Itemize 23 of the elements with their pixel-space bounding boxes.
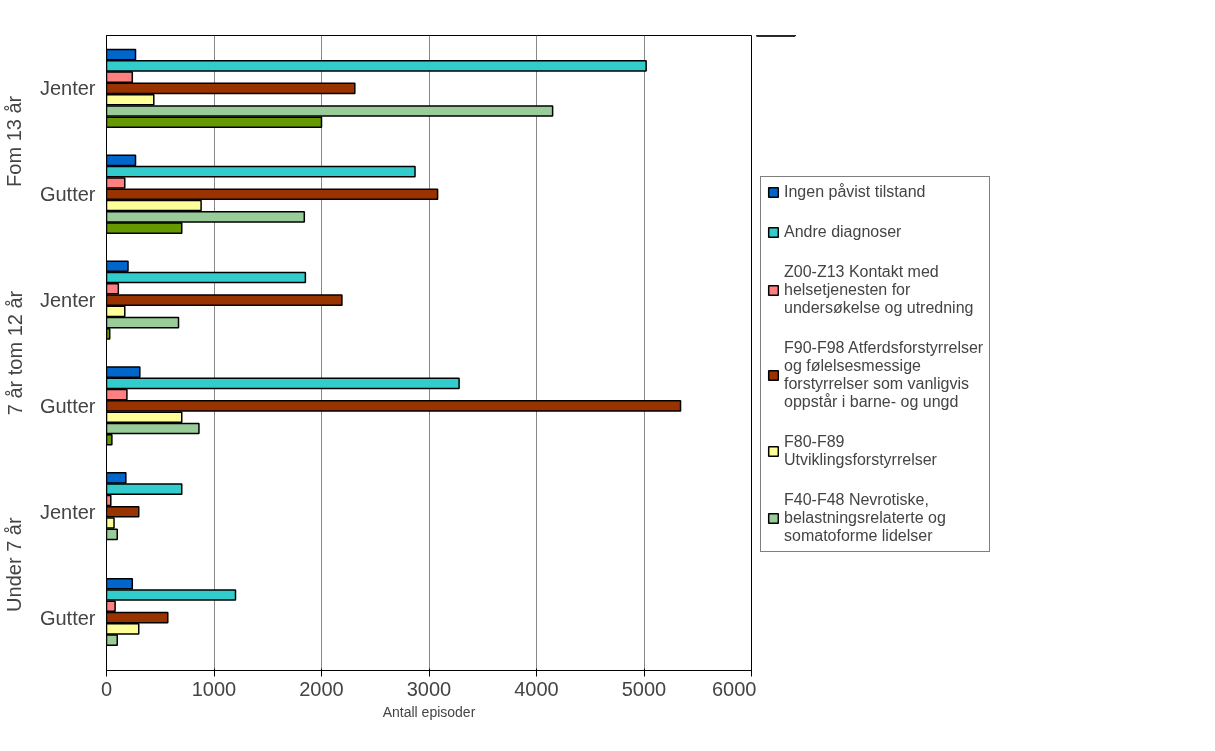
text: Under 7 år xyxy=(3,517,26,612)
x-tick-label: 4000 xyxy=(514,677,559,700)
legend-label: F90-F98 Atferdsforstyrrelser og følelsesmessige forstyrrelser som vanligvis oppstår i barne- og ungd xyxy=(784,339,984,411)
x-tick-label: 1000 xyxy=(191,677,237,700)
legend-label: F80-F89 Utviklingsforstyrrelser xyxy=(784,433,937,469)
x-tick-label: 2000 xyxy=(299,677,344,700)
x-tick-label: 0 xyxy=(100,677,113,700)
x-tick-label: 6000 xyxy=(712,677,757,700)
x-axis-title: Antall episoder xyxy=(382,703,476,720)
y-tick-label: Jenter xyxy=(39,500,96,523)
text: 7 år tom 12 år xyxy=(3,290,26,416)
legend-label: Ingen påvist tilstand xyxy=(784,183,926,201)
legend-label: Z00-Z13 Kontakt med helsetjenesten for undersøkelse og utredning xyxy=(784,263,974,317)
y-tick-label: Gutter xyxy=(39,183,96,206)
legend-label: F40-F48 Nevrotiske, belastningsrelaterte og somatoforme lidelser xyxy=(784,491,946,545)
text: Fom 13 år xyxy=(3,95,26,187)
y-tick-label: Jenter xyxy=(39,289,96,312)
y-tick-label: Gutter xyxy=(39,606,96,629)
legend-label: Andre diagnoser xyxy=(784,223,902,241)
y-tick-label: Jenter xyxy=(39,77,96,100)
x-tick-label: 3000 xyxy=(406,677,452,700)
x-tick-label: 5000 xyxy=(621,677,667,700)
y-tick-label: Gutter xyxy=(39,394,96,417)
